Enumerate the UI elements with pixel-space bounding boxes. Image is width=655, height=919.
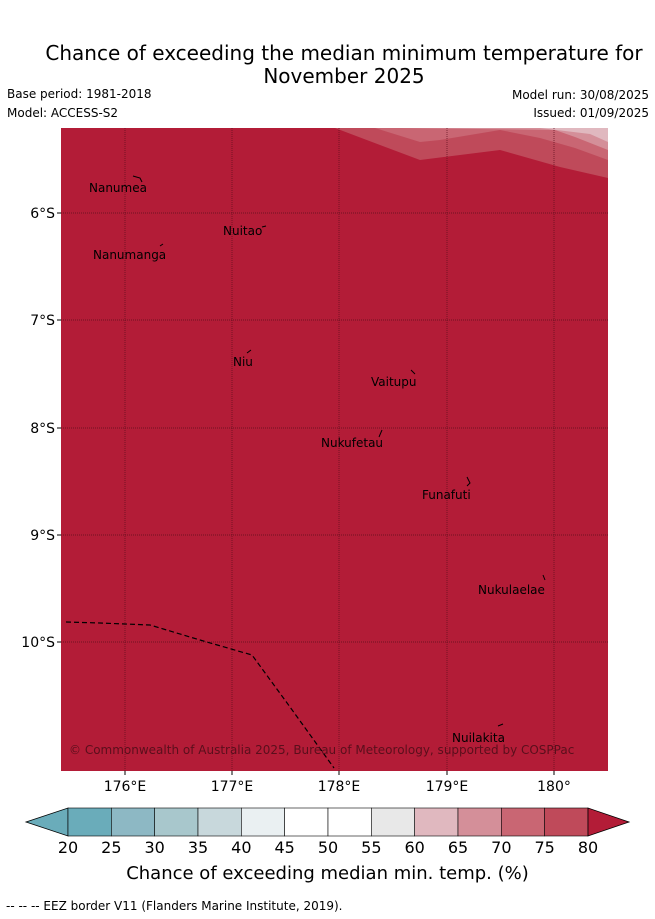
island-shapes <box>132 175 546 727</box>
island-label-nanumea: Nanumea <box>89 181 147 195</box>
model-run: Model run: 30/08/2025 <box>511 88 649 102</box>
longitude-ticks: 176°E 177°E 178°E 179°E 180° <box>104 771 571 795</box>
copyright-text: © Commonwealth of Australia 2025, Bureau… <box>69 743 574 757</box>
island-label-nuitao: Nuitao <box>223 224 262 238</box>
colorbar-segment <box>241 807 285 837</box>
colorbar-tick-label: 40 <box>231 838 251 857</box>
island-label-vaitupu: Vaitupu <box>371 375 417 389</box>
colorbar-tick-label: 50 <box>318 838 338 857</box>
colorbar-segment <box>111 807 155 837</box>
issued-date: Issued: 01/09/2025 <box>533 106 649 120</box>
colorbar-tick-label: 80 <box>578 838 598 857</box>
chart-title: Chance of exceeding the median minimum t… <box>0 42 655 88</box>
colorbar-tick-label: 30 <box>144 838 164 857</box>
colorbar-segment <box>501 807 545 837</box>
title-line-1: Chance of exceeding the median minimum t… <box>45 41 643 65</box>
island-label-nuilakita: Nuilakita <box>452 731 505 745</box>
colorbar-arrow-high <box>587 807 631 837</box>
latitude-ticks: 6°S 7°S 8°S 9°S 10°S <box>21 206 61 651</box>
colorbar-segment <box>197 807 242 837</box>
colorbar-segment <box>414 807 459 837</box>
colorbar-tick-label: 35 <box>188 838 208 857</box>
model-name: Model: ACCESS-S2 <box>7 106 119 120</box>
probability-bands <box>335 128 608 178</box>
lat-tick-7s: 7°S <box>30 313 55 329</box>
colorbar-tick-label: 60 <box>404 838 424 857</box>
colorbar-tick-label: 20 <box>58 838 78 857</box>
colorbar-tick-label: 55 <box>361 838 381 857</box>
colorbar-segment <box>284 807 329 837</box>
colorbar-arrow-low <box>24 807 69 837</box>
title-line-2: November 2025 <box>263 64 425 88</box>
colorbar-tick-label: 45 <box>274 838 294 857</box>
map-fill <box>61 128 608 771</box>
base-period: Base period: 1981-2018 <box>7 87 152 101</box>
lon-tick-179e: 179°E <box>426 779 469 795</box>
island-label-niu: Niu <box>233 355 253 369</box>
colorbar-segment <box>371 807 415 837</box>
colorbar-segment <box>67 807 112 837</box>
footnote: -- -- -- EEZ border V11 (Flanders Marine… <box>6 899 343 913</box>
lat-tick-10s: 10°S <box>21 635 55 651</box>
lat-tick-8s: 8°S <box>30 421 55 437</box>
colorbar: 20 25 30 35 40 45 50 55 60 65 70 75 80 <box>24 807 631 857</box>
colorbar-tick-label: 65 <box>448 838 468 857</box>
colorbar-tick-label: 25 <box>101 838 121 857</box>
lon-tick-177e: 177°E <box>211 779 254 795</box>
eez-border <box>65 621 335 769</box>
island-label-nukulaelae: Nukulaelae <box>478 583 545 597</box>
island-label-funafuti: Funafuti <box>422 488 471 502</box>
colorbar-segment <box>327 807 372 837</box>
lon-tick-180: 180° <box>537 779 571 795</box>
colorbar-segment <box>457 807 502 837</box>
colorbar-segment <box>544 807 589 837</box>
island-label-nanumanga: Nanumanga <box>93 248 166 262</box>
colorbar-tick-label: 75 <box>534 838 554 857</box>
colorbar-tick-label: 70 <box>491 838 511 857</box>
lat-tick-9s: 9°S <box>30 528 55 544</box>
lon-tick-176e: 176°E <box>104 779 147 795</box>
colorbar-title: Chance of exceeding median min. temp. (%… <box>126 863 529 884</box>
lat-tick-6s: 6°S <box>30 206 55 222</box>
lon-tick-178e: 178°E <box>318 779 361 795</box>
colorbar-segment <box>154 807 199 837</box>
island-label-nukufetau: Nukufetau <box>321 436 383 450</box>
